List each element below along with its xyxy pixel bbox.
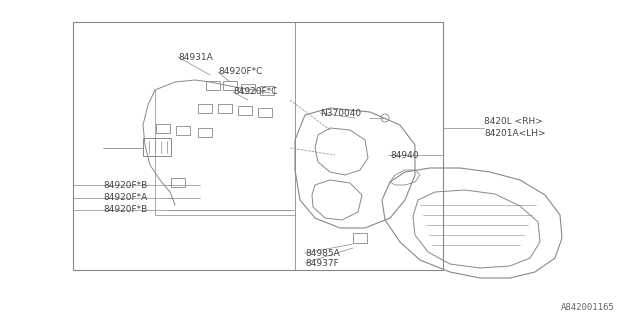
Bar	[73, 22, 443, 270]
Text: 84920F*C: 84920F*C	[218, 68, 262, 76]
Text: 8420L <RH>: 8420L <RH>	[484, 117, 543, 126]
Text: 84937F: 84937F	[305, 259, 339, 268]
Text: 84201A<LH>: 84201A<LH>	[484, 130, 546, 139]
Bar	[353, 233, 367, 243]
Text: 84985A: 84985A	[305, 249, 340, 258]
Text: 84920F*B: 84920F*B	[103, 205, 147, 214]
Text: 84920F*A: 84920F*A	[103, 194, 147, 203]
Text: 84920F*B: 84920F*B	[103, 180, 147, 189]
Text: 84920F*C: 84920F*C	[233, 87, 277, 97]
Text: 84940: 84940	[390, 150, 419, 159]
Text: N370040: N370040	[320, 108, 361, 117]
Text: 84931A: 84931A	[178, 52, 212, 61]
Text: A842001165: A842001165	[561, 303, 615, 313]
Bar	[143, 138, 171, 156]
